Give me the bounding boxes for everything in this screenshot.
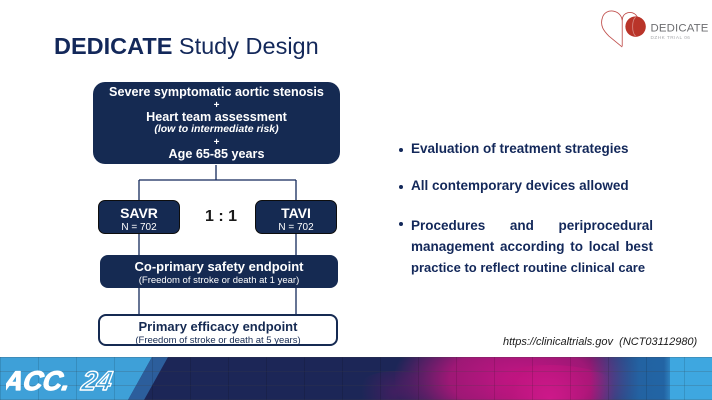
svg-text:24: 24: [78, 365, 114, 396]
svg-text:ACC.: ACC.: [6, 365, 73, 396]
